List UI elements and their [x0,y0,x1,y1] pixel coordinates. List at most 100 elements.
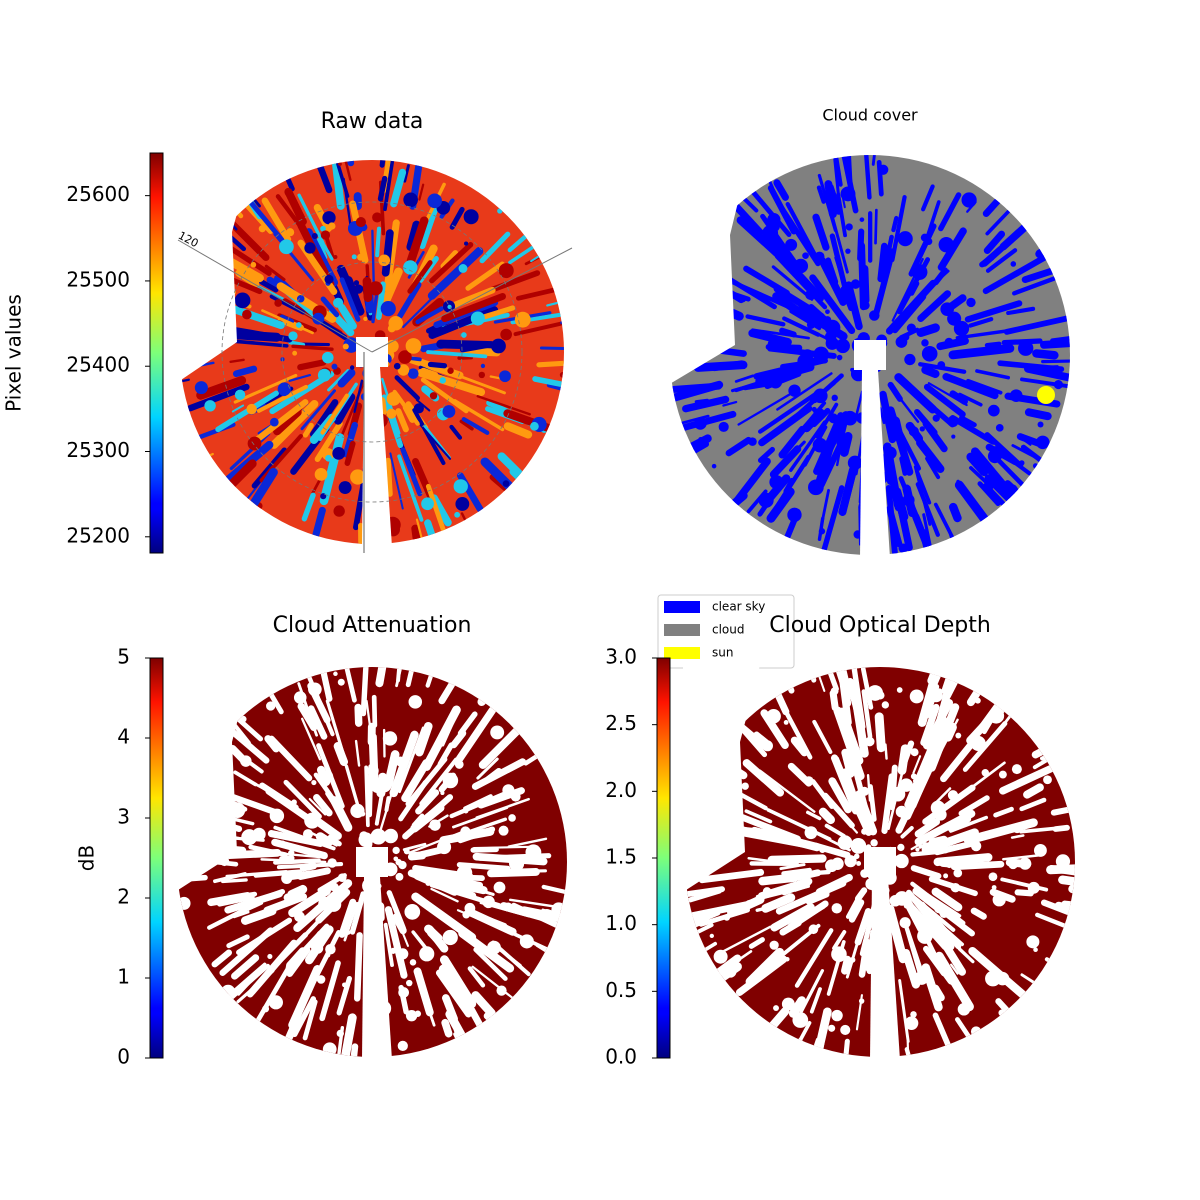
image-blob [302,829,313,840]
image-streak [827,183,842,215]
image-streak [748,937,765,949]
image-blob [342,343,349,350]
image-blob [890,786,906,802]
image-blob [246,403,257,415]
image-blob [896,687,903,693]
image-streak [1035,218,1070,259]
image-streak [685,912,699,931]
image-blob [480,363,486,369]
image-streak [829,233,849,294]
image-streak [682,395,730,413]
image-blob [955,732,962,739]
image-blob [1011,764,1022,775]
image-streak [422,705,461,771]
image-streak [915,482,940,537]
image-streak [424,519,453,544]
image-blob [856,861,862,866]
image-streak [801,902,827,921]
image-blob [194,381,208,395]
image-blob [406,979,413,987]
image-streak [398,779,428,822]
image-streak [425,483,446,532]
image-blob [798,1037,803,1042]
image-blob [943,873,949,879]
image-streak [288,373,311,382]
image-blob [292,350,298,356]
image-blob [283,893,292,902]
colorbar-tick-label: 4 [117,725,130,749]
image-blob [482,895,495,909]
image-blob [947,790,959,801]
image-streak [931,887,963,912]
image-streak [1010,834,1025,839]
image-streak [818,256,847,306]
image-blob [1033,947,1038,953]
image-streak [1058,875,1075,894]
image-blob [785,956,790,962]
image-streak [885,904,908,964]
image-streak [722,400,738,407]
image-blob [796,412,803,419]
image-blob [899,778,913,792]
image-blob [419,946,435,962]
image-streak [471,758,527,790]
image-streak [232,713,264,742]
colorbar-tick-label: 0.5 [605,978,637,1002]
image-streak [420,798,432,809]
image-streak [903,899,950,951]
image-streak [755,905,770,912]
image-streak [932,267,949,286]
image-streak [955,326,1029,340]
image-streak [412,408,446,466]
image-streak [799,969,825,1013]
image-streak [336,975,352,1016]
image-blob [823,316,832,325]
image-blob [308,682,322,697]
image-blob [831,946,847,963]
image-blob [427,193,442,209]
image-streak [948,344,1015,360]
colorbar-tick-label: 0.0 [605,1045,637,1069]
image-streak [415,398,431,412]
image-streak [852,801,872,836]
mask [175,665,252,892]
image-blob [836,432,844,440]
image-streak [816,185,826,204]
image-streak [465,261,505,291]
image-streak [871,155,882,166]
image-blob [447,367,454,374]
image-blob [425,880,431,886]
image-blob [288,849,295,857]
image-streak [832,155,843,187]
image-streak [452,806,509,829]
image-streak [831,155,841,199]
image-blob [252,827,266,841]
image-streak [812,719,833,754]
image-blob [853,530,863,539]
image-blob [981,769,989,777]
image-streak [845,281,863,331]
image-streak [476,757,499,780]
image-streak [302,999,318,1041]
image-streak [407,260,433,294]
image-streak [874,208,878,245]
image-blob [258,225,266,233]
image-streak [375,667,396,688]
image-streak [805,667,817,683]
image-blob [813,346,829,363]
image-blob [787,507,802,522]
image-streak [430,887,459,903]
image-blob [337,678,345,686]
image-streak [748,186,792,238]
image-blob [247,436,262,451]
image-streak [375,226,382,258]
image-streak [916,323,940,337]
image-blob [333,297,344,308]
image-blob [395,756,406,767]
image-blob [405,338,422,354]
image-blob [899,917,911,929]
image-streak [902,919,925,977]
image-blob [386,391,401,406]
image-streak [932,984,945,1002]
